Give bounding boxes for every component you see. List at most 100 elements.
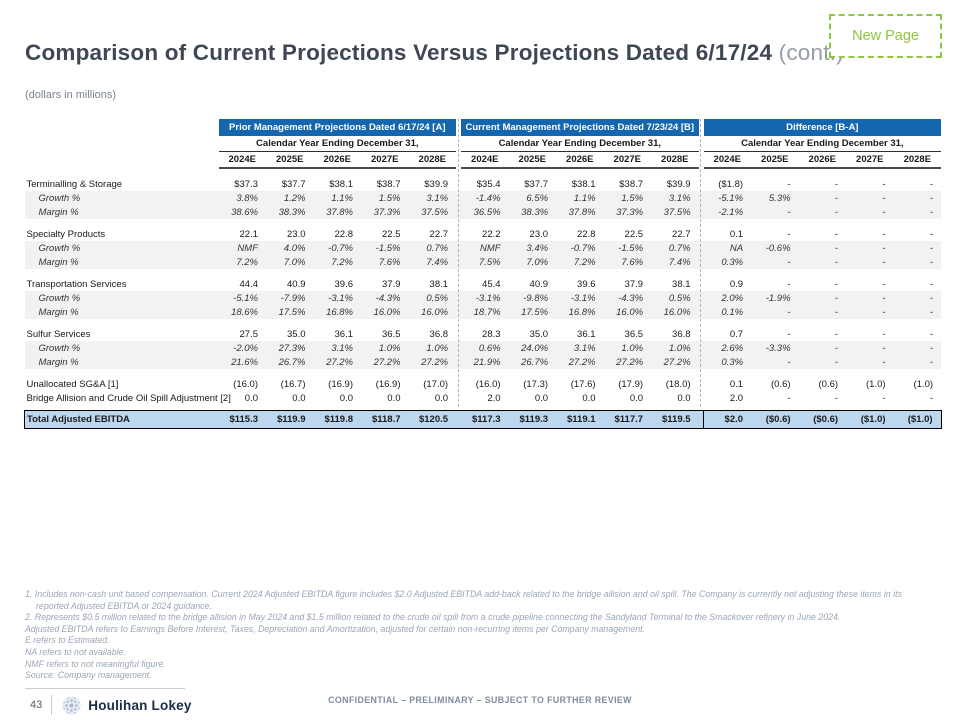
value-cell: 3.4%: [526, 242, 549, 254]
value-cell: -: [882, 342, 886, 354]
value-cell: 2.0: [729, 392, 744, 404]
value-cell: $39.9: [424, 178, 449, 190]
value-cell: 24.0%: [521, 342, 549, 354]
value-cell: 35.0: [287, 328, 306, 340]
value-cell: $39.9: [666, 178, 691, 190]
row-label: Growth %: [38, 242, 81, 254]
value-cell: -: [787, 206, 791, 218]
value-cell: (16.9): [328, 378, 353, 390]
calendar-header: Calendar Year Ending December 31,: [218, 136, 457, 152]
value-cell: -: [834, 306, 839, 318]
row-label: Margin %: [38, 256, 79, 268]
row-label: Growth %: [38, 192, 81, 204]
footnote: Adjusted EBITDA refers to Earnings Befor…: [25, 623, 645, 634]
footer-left: 43 Houlihan Lokey: [30, 694, 192, 716]
value-cell: -2.0%: [233, 342, 258, 354]
value-cell: 37.8%: [326, 206, 353, 218]
value-cell: 16.0%: [421, 306, 449, 318]
value-cell: $37.7: [524, 178, 549, 190]
value-cell: 0.1: [729, 228, 744, 240]
units-note: (dollars in millions): [25, 89, 117, 101]
value-cell: (18.0): [665, 378, 691, 390]
total-value-cell: $120.5: [408, 410, 457, 429]
value-cell: 1.2%: [283, 192, 306, 204]
value-cell: 38.1: [672, 278, 691, 290]
calendar-header: Calendar Year Ending December 31,: [461, 136, 699, 152]
value-cell: $35.4: [476, 178, 501, 190]
page-title-text: Comparison of Current Projections Versus…: [25, 40, 773, 65]
value-cell: 0.3%: [721, 256, 744, 268]
total-value-cell: $119.1: [556, 410, 604, 429]
value-cell: $38.7: [619, 178, 644, 190]
table-row: Margin % 18.6% 17.5% 16.8% 16.0% 16.0% 18.7% 17…: [24, 305, 942, 319]
row-label: Terminalling & Storage: [26, 178, 123, 190]
value-cell: (16.0): [233, 378, 258, 390]
value-cell: -: [929, 278, 934, 290]
value-cell: 0.0: [582, 392, 596, 404]
section-title: Current Management Projections Dated 7/2…: [461, 119, 699, 136]
table-row: Growth % -2.0% 27.3% 3.1% 1.0% 1.0% 0.6% 24.0% 3…: [24, 341, 942, 355]
value-cell: 1.1%: [573, 192, 596, 204]
value-cell: 22.5: [624, 228, 644, 240]
total-value-cell: $2.0: [703, 410, 752, 429]
value-cell: -: [787, 392, 791, 404]
value-cell: 39.6: [577, 278, 596, 290]
value-cell: 7.4%: [668, 256, 691, 268]
value-cell: -0.7%: [328, 242, 353, 254]
value-cell: 0.0: [534, 392, 549, 404]
value-cell: -3.3%: [765, 342, 791, 354]
value-cell: (16.7): [280, 378, 306, 390]
value-cell: 7.5%: [478, 256, 501, 268]
header-gap-row: [25, 168, 942, 177]
projections-table: Prior Management Projections Dated 6/17/…: [24, 119, 942, 429]
section-header-row: Prior Management Projections Dated 6/17/…: [25, 119, 942, 136]
value-cell: 22.7: [429, 228, 449, 240]
total-value-cell: ($1.0): [846, 410, 894, 429]
value-cell: 0.5%: [668, 292, 691, 304]
value-cell: $37.7: [281, 178, 306, 190]
value-cell: -: [929, 356, 934, 368]
value-cell: -: [834, 256, 839, 268]
value-cell: 7.2%: [331, 256, 353, 268]
value-cell: 0.7: [729, 328, 744, 340]
table-row: Margin % 7.2% 7.0% 7.2% 7.6% 7.4% 7.5% 7.0% 7.2%…: [24, 255, 942, 269]
value-cell: -: [834, 356, 839, 368]
value-cell: -: [834, 178, 839, 190]
total-value-cell: $119.5: [651, 410, 699, 429]
section-divider-dashed: [458, 119, 459, 407]
footnotes: 1. Includes non-cash unit based compensa…: [25, 589, 937, 682]
value-cell: 3.8%: [236, 192, 258, 204]
value-cell: 0.0: [434, 392, 449, 404]
value-cell: -: [929, 392, 934, 404]
value-cell: -: [929, 328, 934, 340]
value-cell: -: [882, 356, 886, 368]
spacer-cell: [698, 410, 704, 429]
total-value-cell: $118.7: [361, 410, 409, 429]
year-header: 2024E: [703, 151, 752, 169]
brand-name: Houlihan Lokey: [88, 697, 192, 713]
value-cell: 28.3: [482, 328, 501, 340]
total-value-cell: ($1.0): [893, 410, 942, 429]
value-cell: 7.2%: [573, 256, 596, 268]
table-row: Growth % -5.1% -7.9% -3.1% -4.3% 0.5% -3.1% -9.…: [24, 291, 942, 305]
value-cell: 0.0: [292, 392, 306, 404]
value-cell: 3.1%: [426, 192, 449, 204]
value-cell: -: [929, 256, 934, 268]
table-row: Growth % 3.8% 1.2% 1.1% 1.5% 3.1% -1.4% 6.5% 1.1…: [24, 191, 942, 205]
table-row: Transportation Services 44.4 40.9 39.6 37.9 3…: [25, 277, 942, 291]
value-cell: (17.0): [423, 378, 449, 390]
value-cell: 0.0: [339, 392, 353, 404]
value-cell: 22.2: [482, 228, 501, 240]
value-cell: $38.1: [329, 178, 353, 190]
value-cell: 0.7%: [426, 242, 449, 254]
value-cell: (17.6): [570, 378, 596, 390]
table-row: Margin % 21.6% 26.7% 27.2% 27.2% 27.2% 21.9% 26…: [24, 355, 942, 369]
value-cell: -: [834, 206, 839, 218]
row-label: Unallocated SG&A [1]: [26, 378, 119, 390]
value-cell: -: [929, 342, 934, 354]
value-cell: 0.1: [729, 378, 744, 390]
value-cell: 36.8: [429, 328, 449, 340]
value-cell: 7.6%: [378, 256, 401, 268]
year-header: 2024E: [218, 151, 266, 169]
page-number: 43: [30, 699, 43, 711]
